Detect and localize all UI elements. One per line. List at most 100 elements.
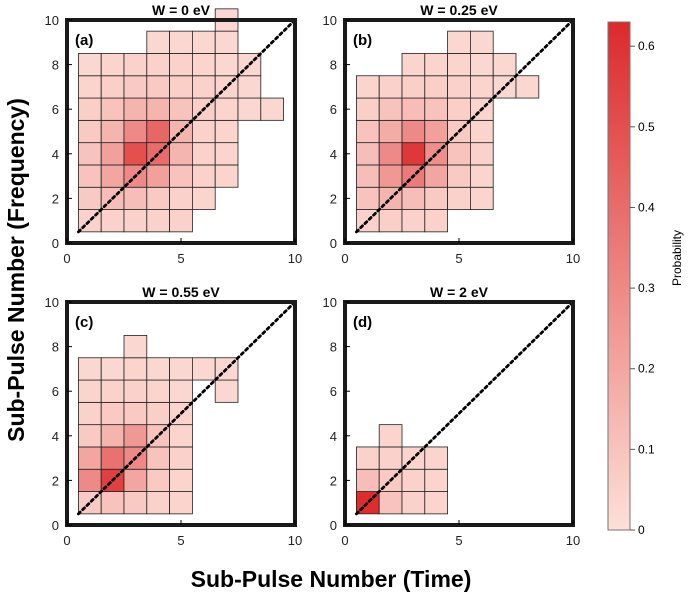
heatmap-cell [355, 446, 380, 470]
heatmap-cell [100, 401, 125, 426]
heatmap-cell [146, 401, 171, 426]
heatmap-cell [169, 186, 193, 210]
heatmap-cell [78, 142, 102, 166]
heatmap-cell [214, 30, 239, 54]
heatmap-cell [401, 142, 426, 166]
heatmap-cell [169, 209, 193, 233]
heatmap-cell [123, 142, 148, 166]
heatmap-cell [469, 119, 494, 144]
heatmap-cell [424, 53, 448, 77]
heatmap-cell [191, 357, 216, 381]
heatmap-cell [424, 446, 448, 470]
heatmap-cell [401, 97, 426, 121]
diagonal-line [354, 300, 575, 516]
colorbar-label: Probability [670, 230, 684, 286]
heatmap-cell [424, 468, 448, 492]
heatmap-cell [78, 186, 102, 210]
heatmap-cell [191, 53, 216, 77]
heatmap-cell [447, 164, 471, 188]
heatmap-cell [100, 446, 125, 470]
x-tick-label: 0 [63, 533, 70, 548]
heatmap-cell [214, 119, 239, 144]
heatmap-cell [424, 97, 448, 121]
heatmap-cell [100, 164, 125, 188]
y-tick-label: 8 [330, 340, 337, 355]
heatmap-cell [100, 119, 125, 144]
heatmap-cell [146, 164, 171, 188]
heatmap-cell [146, 30, 171, 54]
heatmap-cell [100, 491, 125, 515]
heatmap-cell [100, 142, 125, 166]
heatmap-cell [100, 53, 125, 77]
heatmap-cell [424, 491, 448, 515]
heatmap-cell [424, 164, 448, 188]
heatmap-cell [469, 164, 494, 188]
colorbar-tick-label: 0.6 [638, 39, 655, 53]
colorbar-ticks: 0 0.1 0.2 0.3 0.4 0.5 0.6 [630, 39, 655, 537]
y-tick-label: 4 [330, 147, 337, 162]
heatmap-cell [469, 75, 494, 99]
heatmap-cell [78, 401, 102, 426]
heatmap-cell [169, 446, 193, 470]
panel-b: 0 5 10 0 2 4 6 8 10 W = 0.25 eV (b) [323, 2, 581, 266]
heatmap-cell [401, 119, 426, 144]
heatmap-cell [447, 97, 471, 121]
heatmap-cell [78, 53, 102, 77]
colorbar-gradient [607, 21, 631, 531]
heatmap-cell [169, 468, 193, 492]
heatmap-cell [78, 446, 102, 470]
heatmap-cell [237, 97, 262, 121]
heatmap-cell [355, 97, 380, 121]
heatmap-cell [191, 119, 216, 144]
heatmap-cell [169, 30, 193, 54]
y-tick-label: 8 [52, 340, 59, 355]
panel-letter: (b) [353, 32, 372, 49]
heatmap-cell [100, 424, 125, 448]
heatmap-cell [447, 142, 471, 166]
heatmap-cell [146, 119, 171, 144]
y-tick-label: 10 [45, 295, 59, 310]
heatmap-cell [469, 142, 494, 166]
heatmap-cell [378, 424, 403, 448]
y-tick-label: 4 [52, 147, 59, 162]
colorbar-tick-label: 0 [638, 523, 645, 537]
heatmap-cell [78, 97, 102, 121]
panel-c: 0 5 10 0 2 4 6 8 10 W = 0.55 eV (c) [45, 284, 303, 548]
y-axis-label: Sub-Pulse Number (Frequency) [3, 98, 29, 442]
heatmap-cell [378, 75, 403, 99]
heatmap-cell [214, 53, 239, 77]
heatmap-cell [214, 164, 239, 188]
heatmap-cell [447, 53, 471, 77]
panel-d: 0 5 10 0 2 4 6 8 10 W = 2 eV (d) [323, 284, 581, 548]
heatmap-cell [469, 30, 494, 54]
y-tick-label: 2 [52, 191, 59, 206]
heatmap-cell [355, 142, 380, 166]
y-tick-label: 10 [45, 13, 59, 28]
panel-a: 0 5 10 0 2 4 6 8 10 W = 0 eV (a) [45, 2, 303, 266]
y-tick-label: 8 [52, 58, 59, 73]
heatmap-cell [214, 142, 239, 166]
heatmap-cell [123, 379, 148, 403]
heatmap-cell [169, 142, 193, 166]
heatmap-cell [424, 75, 448, 99]
heatmap-cell [146, 186, 171, 210]
heatmap-cell [401, 491, 426, 515]
heatmap-cell [100, 209, 125, 233]
heatmap-cell [401, 75, 426, 99]
heatmap-cell [123, 75, 148, 99]
heatmap-cell [100, 75, 125, 99]
heatmap-cell [469, 186, 494, 210]
heatmap-cell [169, 164, 193, 188]
panel-title: W = 2 eV [430, 284, 489, 300]
x-tick-label: 0 [63, 251, 70, 266]
heatmap-cell [169, 424, 193, 448]
heatmap-cell [146, 446, 171, 470]
heatmap-cell [146, 75, 171, 99]
diagonal-line [77, 300, 297, 516]
y-tick-label: 6 [330, 384, 337, 399]
heatmap-cell [78, 164, 102, 188]
heatmap-cell [424, 209, 448, 233]
y-tick-label: 6 [52, 102, 59, 117]
heatmap-cell [214, 379, 239, 403]
colorbar-tick-label: 0.5 [638, 120, 655, 134]
